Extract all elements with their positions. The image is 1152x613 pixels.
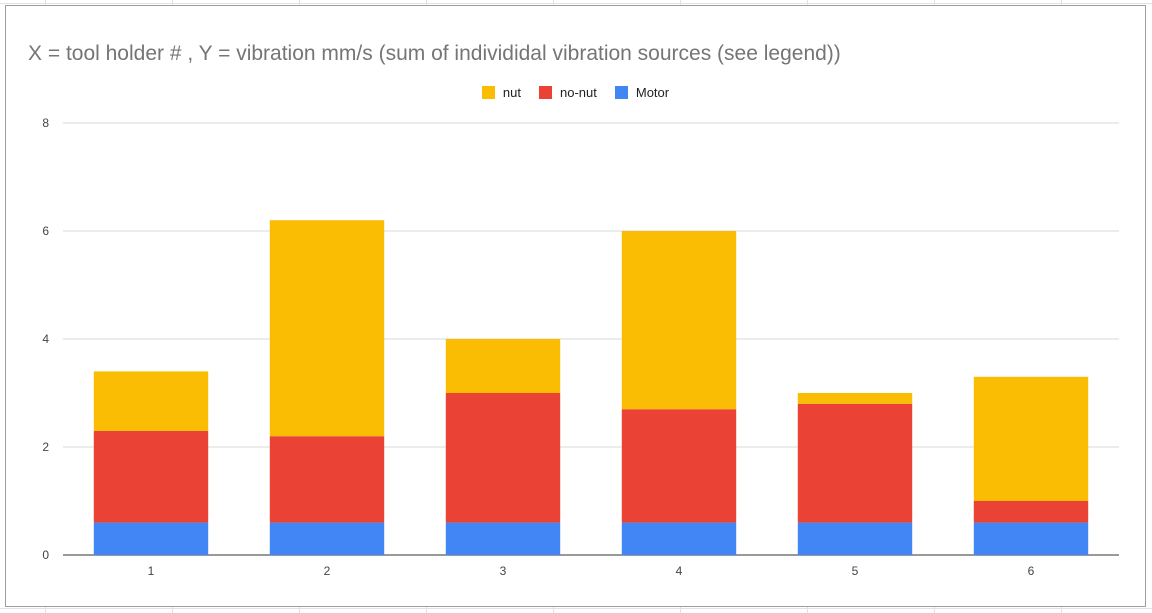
- bar-no-nut-4[interactable]: [621, 409, 737, 523]
- x-tick-label: 2: [324, 564, 331, 578]
- legend-item-nut[interactable]: nut: [481, 85, 521, 100]
- legend-item-motor[interactable]: Motor: [614, 85, 670, 100]
- bar-nut-6[interactable]: [973, 376, 1089, 501]
- bar-motor-1[interactable]: [93, 522, 209, 555]
- sheet-gridline: [0, 608, 1152, 609]
- bar-nut-1[interactable]: [93, 371, 209, 431]
- y-tick-label: 0: [42, 548, 49, 562]
- y-tick-label: 8: [42, 116, 49, 130]
- y-tick-label: 2: [42, 440, 49, 454]
- bar-motor-3[interactable]: [445, 522, 561, 555]
- bar-no-nut-1[interactable]: [93, 430, 209, 523]
- bar-no-nut-2[interactable]: [269, 436, 385, 523]
- x-tick-label: 6: [1028, 564, 1035, 578]
- sheet-gridline: [0, 3, 1152, 4]
- bar-nut-5[interactable]: [797, 393, 913, 404]
- bar-no-nut-6[interactable]: [973, 501, 1089, 523]
- chart-legend: nut no-nut Motor: [6, 85, 1145, 100]
- bar-nut-3[interactable]: [445, 339, 561, 393]
- bar-nut-2[interactable]: [269, 220, 385, 437]
- bar-no-nut-5[interactable]: [797, 403, 913, 523]
- plot-area: 0 2 4 6 8 1 2 3 4 5 6: [42, 116, 1119, 578]
- bar-no-nut-3[interactable]: [445, 393, 561, 523]
- legend-swatch-motor: [614, 86, 628, 99]
- bar-motor-2[interactable]: [269, 522, 385, 555]
- legend-label-nut: nut: [502, 85, 521, 100]
- y-tick-label: 6: [42, 224, 49, 238]
- bar-motor-4[interactable]: [621, 522, 737, 555]
- bar-motor-6[interactable]: [973, 522, 1089, 555]
- legend-label-motor: Motor: [635, 85, 670, 100]
- bar-motor-5[interactable]: [797, 522, 913, 555]
- chart-title: X = tool holder # , Y = vibration mm/s (…: [28, 42, 841, 65]
- x-tick-label: 1: [148, 564, 155, 578]
- x-tick-label: 5: [852, 564, 859, 578]
- chart-container[interactable]: X = tool holder # , Y = vibration mm/s (…: [5, 5, 1146, 607]
- legend-swatch-no-nut: [538, 86, 552, 99]
- legend-swatch-nut: [481, 86, 495, 99]
- bar-nut-4[interactable]: [621, 231, 737, 410]
- x-tick-label: 3: [500, 564, 507, 578]
- legend-label-no-nut: no-nut: [559, 85, 597, 100]
- y-tick-label: 4: [42, 332, 49, 346]
- legend-item-no-nut[interactable]: no-nut: [538, 85, 597, 100]
- x-tick-label: 4: [676, 564, 683, 578]
